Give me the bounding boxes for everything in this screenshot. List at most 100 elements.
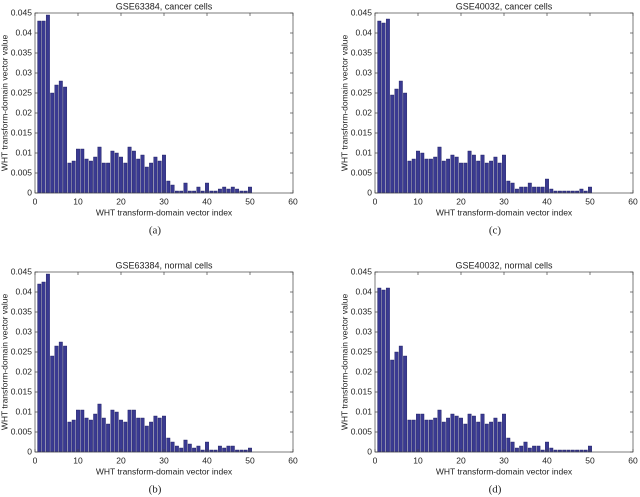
bar bbox=[63, 345, 68, 453]
bar bbox=[54, 84, 59, 194]
bar bbox=[484, 162, 489, 194]
y-tick-label: 0.015 bbox=[11, 386, 33, 396]
y-tick-label: 0.035 bbox=[11, 306, 33, 316]
bar bbox=[411, 419, 416, 453]
y-tick-label: 0.025 bbox=[11, 87, 33, 97]
bar bbox=[157, 160, 162, 194]
bar bbox=[433, 156, 438, 194]
bar bbox=[58, 341, 63, 453]
y-tick-label: 0.045 bbox=[11, 7, 33, 17]
bar bbox=[390, 359, 395, 453]
bar bbox=[394, 88, 399, 194]
y-tick-label: 0.04 bbox=[355, 286, 372, 296]
y-tick-label: 0.005 bbox=[351, 167, 373, 177]
x-tick-label: 20 bbox=[456, 455, 466, 465]
bar bbox=[88, 419, 93, 453]
bar bbox=[119, 156, 123, 194]
bar bbox=[106, 162, 111, 194]
y-tick-label: 0.02 bbox=[15, 107, 32, 117]
y-tick-label: 0.01 bbox=[15, 406, 32, 416]
bar bbox=[459, 162, 463, 194]
bar bbox=[84, 417, 89, 453]
x-axis-label: WHT transform-domain vector index bbox=[96, 466, 233, 476]
bar bbox=[489, 421, 494, 453]
bar bbox=[140, 154, 145, 194]
bar bbox=[446, 158, 451, 194]
bar bbox=[476, 421, 481, 453]
bar bbox=[454, 415, 459, 453]
bar bbox=[235, 188, 240, 194]
y-tick-label: 0.025 bbox=[351, 87, 373, 97]
bar bbox=[114, 411, 119, 453]
x-tick-label: 60 bbox=[288, 455, 298, 465]
bar bbox=[88, 160, 93, 194]
bar bbox=[144, 425, 149, 453]
bar bbox=[101, 417, 106, 453]
x-tick-label: 0 bbox=[373, 455, 378, 465]
bar bbox=[377, 287, 382, 453]
y-tick-label: 0.04 bbox=[355, 27, 372, 37]
bar bbox=[428, 158, 433, 194]
x-tick-label: 30 bbox=[159, 455, 169, 465]
x-tick-label: 20 bbox=[116, 196, 126, 206]
y-tick-label: 0.005 bbox=[351, 426, 373, 436]
y-tick-label: 0.045 bbox=[351, 266, 373, 276]
bar bbox=[441, 421, 446, 453]
y-tick-label: 0.04 bbox=[15, 27, 32, 37]
bar bbox=[119, 419, 123, 453]
bar bbox=[127, 409, 132, 453]
bar bbox=[394, 351, 399, 453]
bar bbox=[110, 150, 115, 194]
bar bbox=[523, 441, 528, 453]
bar bbox=[71, 419, 76, 453]
bar bbox=[433, 417, 438, 453]
bar bbox=[136, 158, 141, 194]
y-tick-label: 0.045 bbox=[351, 7, 373, 17]
bar bbox=[476, 160, 481, 194]
bar bbox=[50, 92, 55, 194]
bar bbox=[187, 443, 192, 453]
x-tick-label: 50 bbox=[245, 196, 255, 206]
bar bbox=[166, 437, 171, 453]
y-tick-label: 0.035 bbox=[351, 306, 373, 316]
x-tick-label: 50 bbox=[245, 455, 255, 465]
bar bbox=[502, 154, 506, 194]
bar bbox=[506, 180, 511, 194]
x-tick-label: 30 bbox=[499, 196, 509, 206]
y-tick-label: 0.03 bbox=[15, 326, 32, 336]
bar bbox=[471, 415, 476, 453]
bar bbox=[385, 18, 390, 194]
y-tick-label: 0.01 bbox=[355, 147, 372, 157]
bar bbox=[93, 156, 98, 194]
bar bbox=[454, 156, 459, 194]
chart-title: GSE40032, cancer cells bbox=[456, 1, 553, 11]
bar bbox=[506, 437, 511, 453]
bar bbox=[502, 413, 506, 453]
bar bbox=[230, 186, 235, 194]
bar bbox=[217, 188, 222, 194]
bar bbox=[437, 409, 442, 453]
bar bbox=[67, 421, 72, 453]
y-tick-label: 0.005 bbox=[11, 426, 33, 436]
bar bbox=[549, 447, 554, 453]
bar bbox=[131, 150, 136, 194]
bar bbox=[532, 186, 537, 194]
bar bbox=[527, 182, 532, 194]
y-tick-label: 0.03 bbox=[355, 326, 372, 336]
y-tick-label: 0.02 bbox=[15, 366, 32, 376]
bar bbox=[76, 148, 80, 194]
bar bbox=[153, 415, 158, 453]
x-tick-label: 40 bbox=[542, 455, 552, 465]
bar bbox=[514, 188, 519, 194]
y-tick-label: 0 bbox=[27, 187, 32, 197]
y-tick-label: 0.005 bbox=[11, 167, 33, 177]
y-tick-label: 0.03 bbox=[15, 67, 32, 77]
bar bbox=[192, 447, 197, 453]
y-tick-label: 0.04 bbox=[15, 286, 32, 296]
bar bbox=[493, 417, 498, 453]
y-tick-label: 0.01 bbox=[15, 147, 32, 157]
bar bbox=[497, 421, 502, 453]
bar bbox=[484, 423, 489, 453]
bar bbox=[54, 345, 59, 453]
bar bbox=[106, 423, 111, 453]
